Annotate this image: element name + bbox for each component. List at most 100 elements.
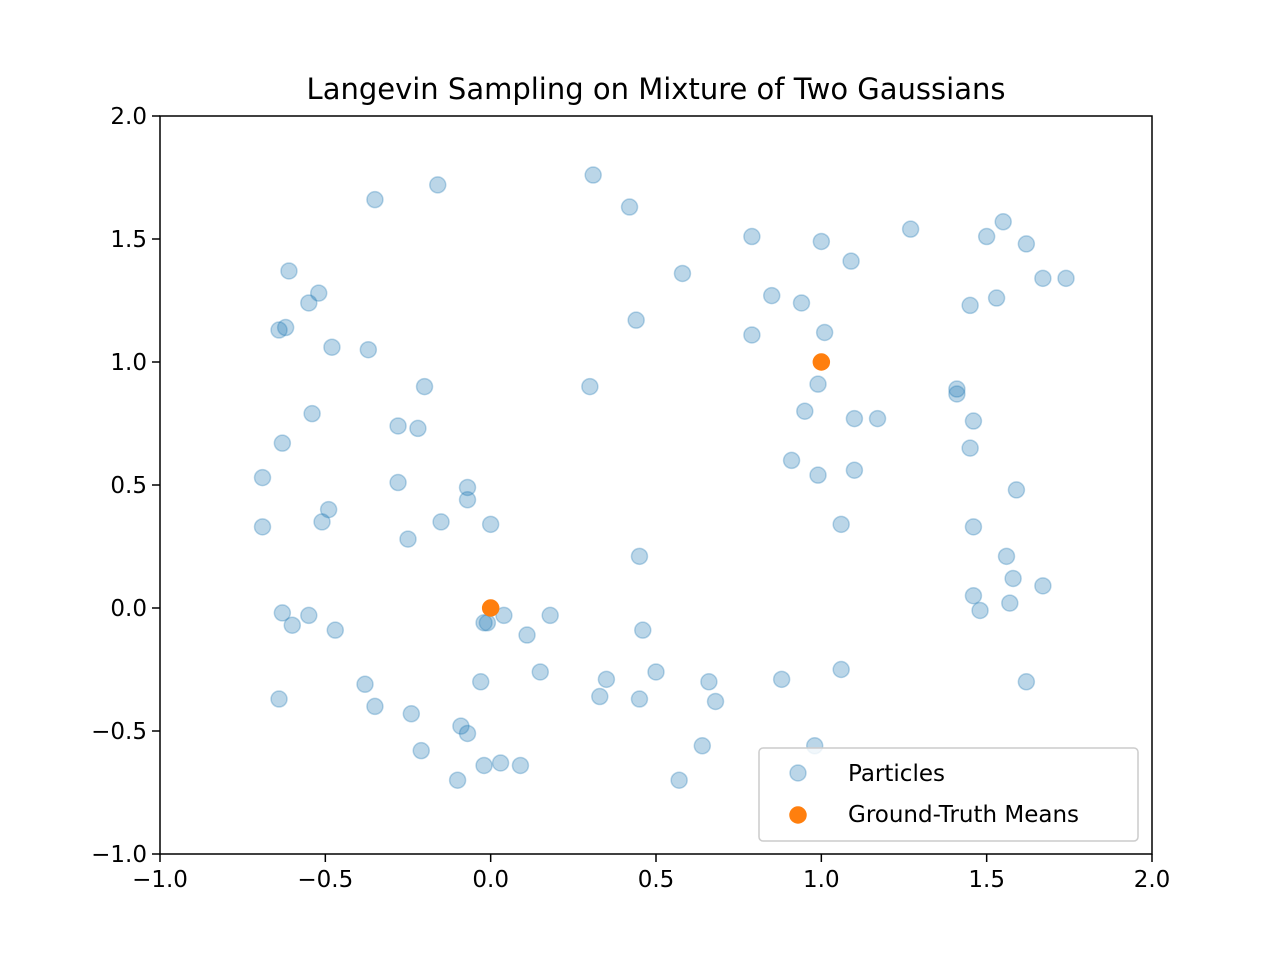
- particle-point: [458, 491, 477, 509]
- particle-point: [300, 294, 318, 312]
- particle-point: [273, 604, 292, 622]
- particle-point: [359, 340, 378, 359]
- particle-point: [276, 318, 295, 337]
- particle-point: [964, 586, 983, 605]
- particle-point: [591, 687, 609, 706]
- particle-point: [475, 756, 493, 775]
- particle-point: [620, 198, 639, 216]
- particle-point: [283, 616, 302, 634]
- particle-point: [402, 705, 421, 723]
- ground-truth-mean-point: [481, 599, 500, 617]
- particle-point: [673, 264, 692, 283]
- particle-point: [700, 673, 718, 691]
- particle-point: [270, 321, 288, 339]
- particle-point: [409, 419, 427, 438]
- x-tick-label: 0.0: [472, 867, 509, 893]
- particle-point: [429, 176, 447, 194]
- legend-label-ground-truth-means: Ground-Truth Means: [848, 802, 1079, 828]
- particle-point: [971, 601, 989, 620]
- y-axis: −1.0 −0.5 0.0 0.5 1.0 1.5 2.0: [91, 104, 160, 868]
- particle-point: [309, 284, 328, 302]
- particle-point: [961, 439, 979, 457]
- particle-point: [1057, 269, 1075, 288]
- particle-point: [630, 547, 649, 566]
- legend-marker-ground-truth-means: [789, 806, 807, 824]
- x-tick-label: 2.0: [1134, 867, 1171, 893]
- particle-point: [868, 409, 887, 428]
- particle-point: [491, 754, 510, 772]
- x-tick-label: 1.0: [803, 867, 840, 893]
- x-tick-label: −1.0: [132, 867, 188, 893]
- markers-layer: [253, 166, 1075, 789]
- particle-point: [366, 697, 384, 716]
- particle-point: [389, 473, 407, 492]
- particle-point: [399, 530, 417, 548]
- y-tick-label: 1.0: [110, 350, 147, 376]
- particle-point: [670, 771, 688, 789]
- particle-point: [630, 690, 649, 708]
- particle-point: [581, 377, 599, 396]
- particle-point: [273, 434, 292, 452]
- particle-point: [253, 518, 272, 536]
- particle-point: [832, 660, 850, 679]
- particle-point: [964, 412, 983, 430]
- particle-point: [495, 606, 513, 625]
- particle-point: [1017, 235, 1036, 253]
- y-tick-label: 2.0: [110, 104, 147, 130]
- particle-point: [280, 262, 298, 280]
- particle-point: [812, 232, 831, 251]
- y-tick-label: 0.5: [110, 473, 147, 499]
- particle-point: [743, 326, 761, 344]
- legend: Particles Ground-Truth Means: [758, 747, 1139, 842]
- particle-point: [458, 478, 477, 497]
- particle-point: [964, 518, 983, 536]
- particle-point: [313, 513, 331, 531]
- y-tick-label: 0.0: [110, 596, 147, 622]
- particle-point: [412, 741, 430, 760]
- particle-point: [478, 614, 497, 632]
- particle-point: [693, 737, 712, 755]
- particle-point: [541, 606, 559, 625]
- y-tick-label: −1.0: [91, 842, 147, 868]
- particle-point: [901, 220, 920, 238]
- particle-point: [531, 663, 550, 681]
- particle-point: [471, 673, 490, 691]
- ground-truth-mean-point: [812, 353, 831, 371]
- particle-point: [762, 286, 781, 305]
- particle-point: [415, 377, 434, 396]
- particle-point: [961, 296, 979, 315]
- particle-point: [481, 515, 500, 534]
- particle-point: [475, 614, 493, 632]
- particle-point: [458, 724, 477, 743]
- particle-point: [796, 402, 814, 420]
- particle-point: [782, 451, 801, 470]
- x-tick-label: −0.5: [297, 867, 353, 893]
- y-tick-label: −0.5: [91, 719, 147, 745]
- particle-point: [743, 227, 761, 246]
- particle-point: [319, 500, 338, 519]
- particle-point: [792, 294, 811, 312]
- particle-point: [948, 380, 966, 398]
- legend-marker-particles: [789, 764, 807, 782]
- legend-label-particles: Particles: [848, 761, 945, 787]
- particle-point: [303, 404, 321, 423]
- chart-title: Langevin Sampling on Mixture of Two Gaus…: [307, 72, 1006, 106]
- series-particles: [253, 166, 1075, 789]
- particle-point: [706, 692, 725, 711]
- x-tick-label: 0.5: [638, 867, 675, 893]
- particle-point: [977, 227, 996, 246]
- particle-point: [815, 323, 834, 342]
- particle-point: [647, 663, 665, 681]
- particle-point: [597, 670, 616, 689]
- particle-point: [627, 311, 645, 329]
- particle-point: [518, 626, 536, 644]
- particle-point: [832, 515, 850, 534]
- x-axis: −1.0 −0.5 0.0 0.5 1.0 1.5 2.0: [132, 854, 1170, 893]
- particle-point: [452, 717, 470, 735]
- particle-point: [1004, 569, 1022, 588]
- particle-point: [300, 606, 318, 625]
- particle-point: [356, 675, 374, 694]
- particle-point: [1034, 577, 1052, 595]
